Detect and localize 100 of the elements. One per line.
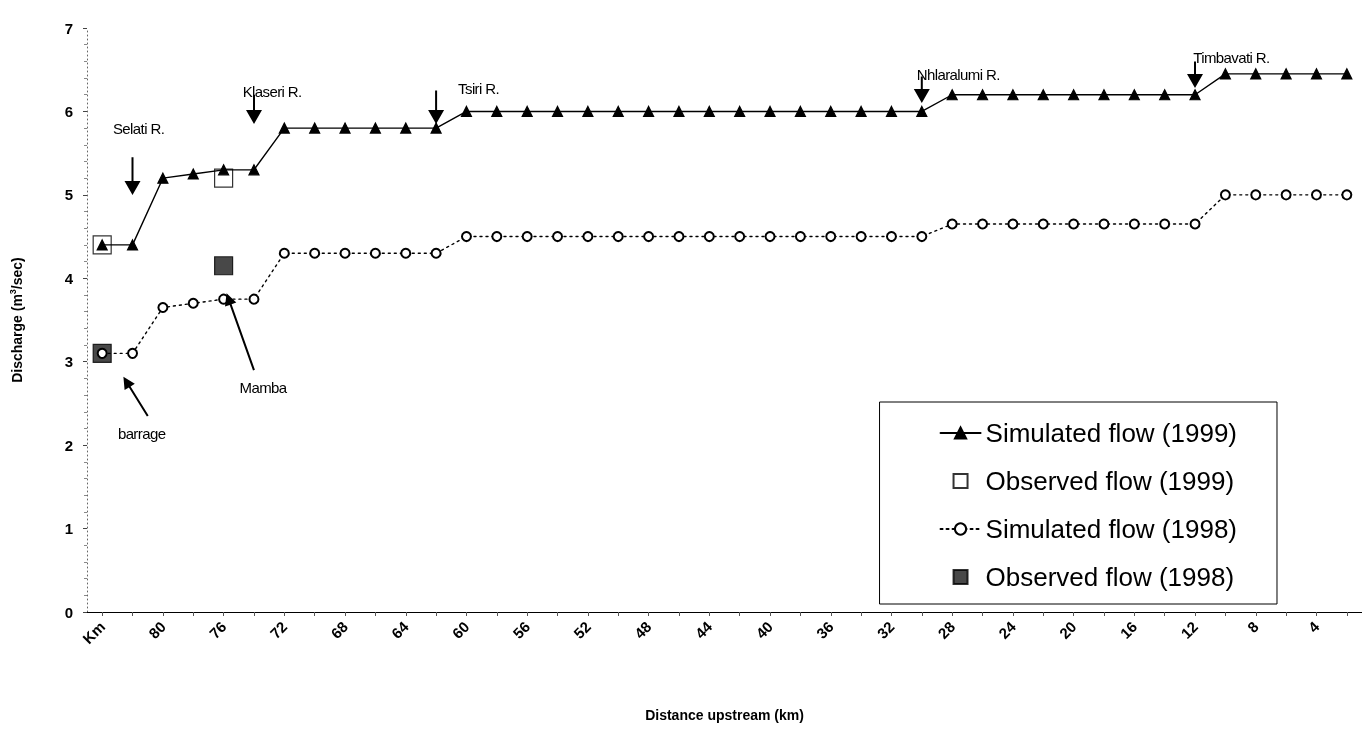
point xyxy=(1128,218,1140,230)
point xyxy=(248,293,260,305)
point xyxy=(855,231,867,243)
point xyxy=(521,231,533,243)
point xyxy=(794,231,806,243)
point xyxy=(643,231,655,243)
point xyxy=(157,172,169,184)
x-tick-label: 44 xyxy=(691,617,716,642)
legend-label: Simulated flow (1998) xyxy=(985,514,1238,544)
x-tick-label: 28 xyxy=(934,617,959,642)
point xyxy=(734,105,746,118)
point xyxy=(1219,68,1231,80)
y-axis-title: Discharge (m3/sec) xyxy=(7,257,25,383)
x-axis-title: Distance upstream (km) xyxy=(645,707,804,723)
legend-label: Simulated flow (1999) xyxy=(985,418,1238,448)
x-tick-label: 16 xyxy=(1116,617,1141,642)
point xyxy=(1037,89,1049,101)
point xyxy=(278,122,290,134)
point xyxy=(214,256,234,276)
point xyxy=(1159,89,1171,101)
point xyxy=(825,231,837,243)
point xyxy=(187,297,199,309)
x-tick-label: 32 xyxy=(873,617,898,642)
annotation: Nhlaralumi R. xyxy=(916,65,1000,83)
point xyxy=(1098,218,1110,230)
point xyxy=(673,231,685,243)
point xyxy=(703,231,715,243)
y-tick-label: 5 xyxy=(64,186,73,204)
point xyxy=(127,347,139,359)
x-tick-label: 68 xyxy=(327,617,352,642)
x-tick-label: 72 xyxy=(266,617,291,642)
point xyxy=(612,105,624,118)
point xyxy=(339,247,351,259)
y-tick-label: 3 xyxy=(64,353,73,371)
point xyxy=(977,218,989,230)
point xyxy=(1280,189,1292,201)
y-tick-label: 4 xyxy=(64,269,74,287)
annotation: Tsiri R. xyxy=(458,79,500,97)
point xyxy=(278,247,290,259)
annotation: Selati R. xyxy=(112,119,165,137)
point xyxy=(916,105,928,118)
point xyxy=(218,164,230,176)
point xyxy=(369,247,381,259)
point xyxy=(1250,68,1262,80)
point xyxy=(1189,218,1201,230)
point xyxy=(157,301,169,313)
point xyxy=(946,89,958,101)
point xyxy=(187,168,199,180)
point xyxy=(309,247,321,259)
point xyxy=(1280,68,1292,80)
x-tick-label: 24 xyxy=(995,617,1020,642)
point xyxy=(885,105,898,118)
point xyxy=(1189,89,1201,101)
point xyxy=(1250,189,1262,201)
point xyxy=(339,122,351,134)
point xyxy=(551,105,564,118)
y-tick-label: 7 xyxy=(64,19,73,37)
point xyxy=(460,231,472,243)
annotation: Klaseri R. xyxy=(242,82,302,100)
annotation: Mamba xyxy=(239,378,287,396)
point xyxy=(460,105,473,118)
point xyxy=(976,89,989,101)
point xyxy=(1068,89,1080,101)
point xyxy=(643,105,655,118)
y-tick-label: 0 xyxy=(64,603,73,621)
point xyxy=(1310,189,1322,201)
point xyxy=(582,105,594,118)
point xyxy=(612,231,624,243)
point xyxy=(916,231,928,243)
point xyxy=(703,105,715,118)
point xyxy=(369,122,381,134)
x-tick-label: 12 xyxy=(1177,617,1202,642)
x-tick-label: 20 xyxy=(1055,617,1080,642)
x-tick-label: 64 xyxy=(387,617,413,642)
x-tick-label: 52 xyxy=(570,617,594,642)
x-tick-label: 80 xyxy=(145,617,169,642)
point xyxy=(673,105,685,118)
point xyxy=(521,105,533,118)
point xyxy=(1310,68,1323,80)
point xyxy=(1341,189,1353,201)
point xyxy=(248,164,260,176)
legend-label: Observed flow (1998) xyxy=(985,562,1235,592)
x-tick-label: 60 xyxy=(448,617,473,642)
x-tick-label: 56 xyxy=(509,617,534,642)
x-tick-label: Km xyxy=(79,617,109,648)
point xyxy=(1219,189,1231,201)
point xyxy=(855,105,867,118)
x-tick-label: 76 xyxy=(205,617,230,642)
y-tick-label: 6 xyxy=(64,102,73,120)
point xyxy=(946,218,958,230)
point xyxy=(552,231,564,243)
point xyxy=(794,105,806,118)
x-tick-label: 8 xyxy=(1243,617,1262,636)
point xyxy=(1098,89,1110,101)
point xyxy=(491,105,503,118)
point xyxy=(1007,89,1019,101)
point xyxy=(1159,218,1171,230)
point xyxy=(430,122,442,134)
point xyxy=(491,231,503,243)
point xyxy=(582,231,594,243)
